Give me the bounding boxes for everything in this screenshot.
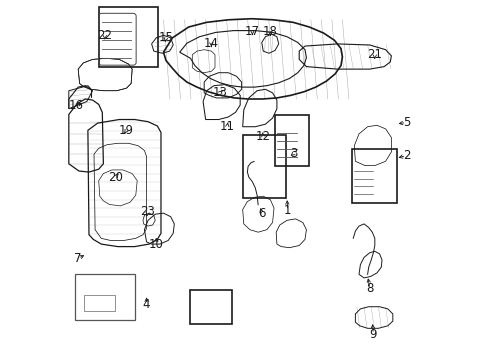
Text: 16: 16 xyxy=(68,99,83,112)
Text: 11: 11 xyxy=(219,120,234,133)
Bar xyxy=(75,274,134,320)
Text: 14: 14 xyxy=(203,37,219,50)
Text: 13: 13 xyxy=(212,86,227,99)
Text: 9: 9 xyxy=(369,328,376,341)
Text: 7: 7 xyxy=(74,252,82,265)
Text: 15: 15 xyxy=(158,31,173,44)
Text: 6: 6 xyxy=(258,207,265,220)
Bar xyxy=(190,290,231,324)
Text: 2: 2 xyxy=(402,149,409,162)
Text: 4: 4 xyxy=(142,298,150,311)
Text: 3: 3 xyxy=(290,147,297,159)
Text: 10: 10 xyxy=(148,238,163,251)
Text: 23: 23 xyxy=(140,205,155,218)
Text: 12: 12 xyxy=(255,130,270,143)
Bar xyxy=(99,7,158,67)
Bar xyxy=(242,135,285,198)
Text: 20: 20 xyxy=(108,171,123,184)
Text: 5: 5 xyxy=(402,116,409,129)
Text: 22: 22 xyxy=(97,29,112,42)
Bar xyxy=(275,115,309,166)
Bar xyxy=(351,149,396,203)
Text: 8: 8 xyxy=(366,282,373,295)
Text: 21: 21 xyxy=(366,48,382,61)
Text: 18: 18 xyxy=(263,25,277,38)
Text: 19: 19 xyxy=(119,124,134,137)
Text: 1: 1 xyxy=(284,204,291,217)
Bar xyxy=(84,295,115,311)
Text: 17: 17 xyxy=(244,25,260,38)
